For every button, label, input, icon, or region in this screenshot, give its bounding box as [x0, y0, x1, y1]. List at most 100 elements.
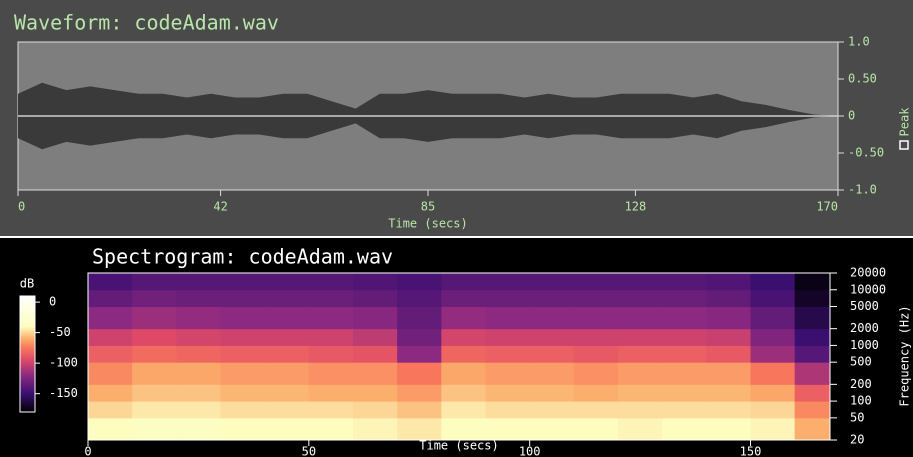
- spectrogram-cell: [530, 418, 575, 441]
- spectrogram-cell: [88, 362, 133, 385]
- spectrogram-cell: [530, 362, 575, 385]
- spectrogram-cell: [574, 290, 619, 307]
- spectrogram-cell: [530, 273, 575, 290]
- spectrogram-cell: [618, 418, 663, 441]
- spectrogram-cell: [706, 307, 751, 330]
- spectrogram-cell: [353, 273, 398, 290]
- spectrogram-cell: [176, 362, 221, 385]
- spectrogram-cell: [176, 290, 221, 307]
- spectrogram-cell: [88, 273, 133, 290]
- spectrogram-cell: [441, 418, 486, 441]
- spectrogram-cell: [530, 401, 575, 418]
- x-axis-label: Time (secs): [388, 217, 467, 231]
- y-tick-label: 20: [850, 433, 864, 447]
- spectrogram-cell: [176, 329, 221, 346]
- spectrogram-cell: [706, 290, 751, 307]
- spectrogram-cell: [397, 345, 442, 362]
- spectrogram-cell: [353, 401, 398, 418]
- spectrogram-cell: [397, 273, 442, 290]
- y-tick-label: 5000: [850, 299, 879, 313]
- spectrogram-cell: [309, 273, 354, 290]
- y-tick-label: 10000: [850, 282, 886, 296]
- spectrogram-cell: [706, 362, 751, 385]
- spectrogram-cell: [397, 362, 442, 385]
- spectrogram-cell: [397, 307, 442, 330]
- spectrogram-cell: [265, 329, 310, 346]
- spectrogram-cell: [441, 290, 486, 307]
- spectrogram-cell: [265, 290, 310, 307]
- spectrogram-cell: [265, 345, 310, 362]
- x-axis-label: Time (secs): [419, 439, 498, 453]
- spectrogram-cell: [221, 345, 266, 362]
- spectrogram-cell: [706, 401, 751, 418]
- spectrogram-cell: [397, 329, 442, 346]
- spectrogram-cell: [662, 307, 707, 330]
- spectrogram-cell: [441, 362, 486, 385]
- spectrogram-cell: [309, 290, 354, 307]
- spectrogram-cell: [397, 384, 442, 401]
- spectrogram-cell: [486, 401, 531, 418]
- spectrogram-cell: [706, 418, 751, 441]
- spectrogram-cell: [706, 384, 751, 401]
- spectrogram-cell: [706, 273, 751, 290]
- spectrogram-cell: [353, 384, 398, 401]
- y-tick-label: 1.0: [848, 35, 870, 49]
- spectrogram-cell: [751, 345, 796, 362]
- spectrogram-cell: [574, 273, 619, 290]
- spectrogram-cell: [795, 362, 831, 385]
- colorbar: [20, 296, 35, 412]
- y-tick-label: -1.0: [848, 183, 877, 197]
- spectrogram-cell: [132, 418, 177, 441]
- spectrogram-cell: [574, 418, 619, 441]
- spectrogram-cell: [309, 418, 354, 441]
- spectrogram-cell: [662, 384, 707, 401]
- spectrogram-cell: [176, 345, 221, 362]
- spectrogram-cell: [486, 329, 531, 346]
- spectrogram-cell: [751, 329, 796, 346]
- spectrogram-cell: [486, 307, 531, 330]
- spectrogram-cell: [441, 307, 486, 330]
- spectrogram-cell: [662, 345, 707, 362]
- spectrogram-cell: [795, 307, 831, 330]
- spectrogram-cell: [265, 384, 310, 401]
- y-tick-label: -0.50: [848, 146, 884, 160]
- spectrogram-cell: [309, 362, 354, 385]
- colorbar-tick-label: 0: [49, 295, 56, 309]
- spectrogram-cell: [530, 290, 575, 307]
- spectrogram-cell: [795, 401, 831, 418]
- spectrogram-cell: [618, 273, 663, 290]
- x-tick-label: 42: [213, 200, 227, 214]
- spectrogram-cell: [486, 384, 531, 401]
- spectrogram-cell: [530, 384, 575, 401]
- colorbar-tick-label: -50: [49, 325, 71, 339]
- spectrogram-cell: [486, 273, 531, 290]
- spectrogram-cell: [574, 384, 619, 401]
- spectrogram-cell: [353, 307, 398, 330]
- y-axis-label: Frequency (Hz): [898, 305, 912, 406]
- spectrogram-cell: [132, 273, 177, 290]
- spectrogram-cell: [486, 418, 531, 441]
- x-tick-label: 128: [625, 200, 647, 214]
- spectrogram-cell: [265, 362, 310, 385]
- spectrogram-cell: [706, 329, 751, 346]
- spectrogram-cell: [441, 273, 486, 290]
- x-tick-label: 0: [84, 445, 91, 457]
- spectrogram-cell: [751, 362, 796, 385]
- y-tick-label: 20000: [850, 266, 886, 280]
- spectrogram-cell: [353, 345, 398, 362]
- spectrogram-cell: [662, 362, 707, 385]
- spectrogram-cell: [618, 329, 663, 346]
- waveform-title: Waveform: codeAdam.wav: [14, 11, 279, 35]
- x-tick-label: 150: [740, 445, 762, 457]
- spectrogram-title: Spectrogram: codeAdam.wav: [92, 245, 393, 269]
- spectrogram-cell: [751, 273, 796, 290]
- spectrogram-cell: [132, 290, 177, 307]
- spectrogram-cell: [309, 307, 354, 330]
- spectrogram-cell: [309, 384, 354, 401]
- spectrogram-cell: [221, 418, 266, 441]
- spectrogram-cell: [221, 290, 266, 307]
- spectrogram-cell: [221, 273, 266, 290]
- colorbar-tick-label: -100: [49, 356, 78, 370]
- spectrogram-cell: [618, 290, 663, 307]
- spectrogram-cell: [176, 307, 221, 330]
